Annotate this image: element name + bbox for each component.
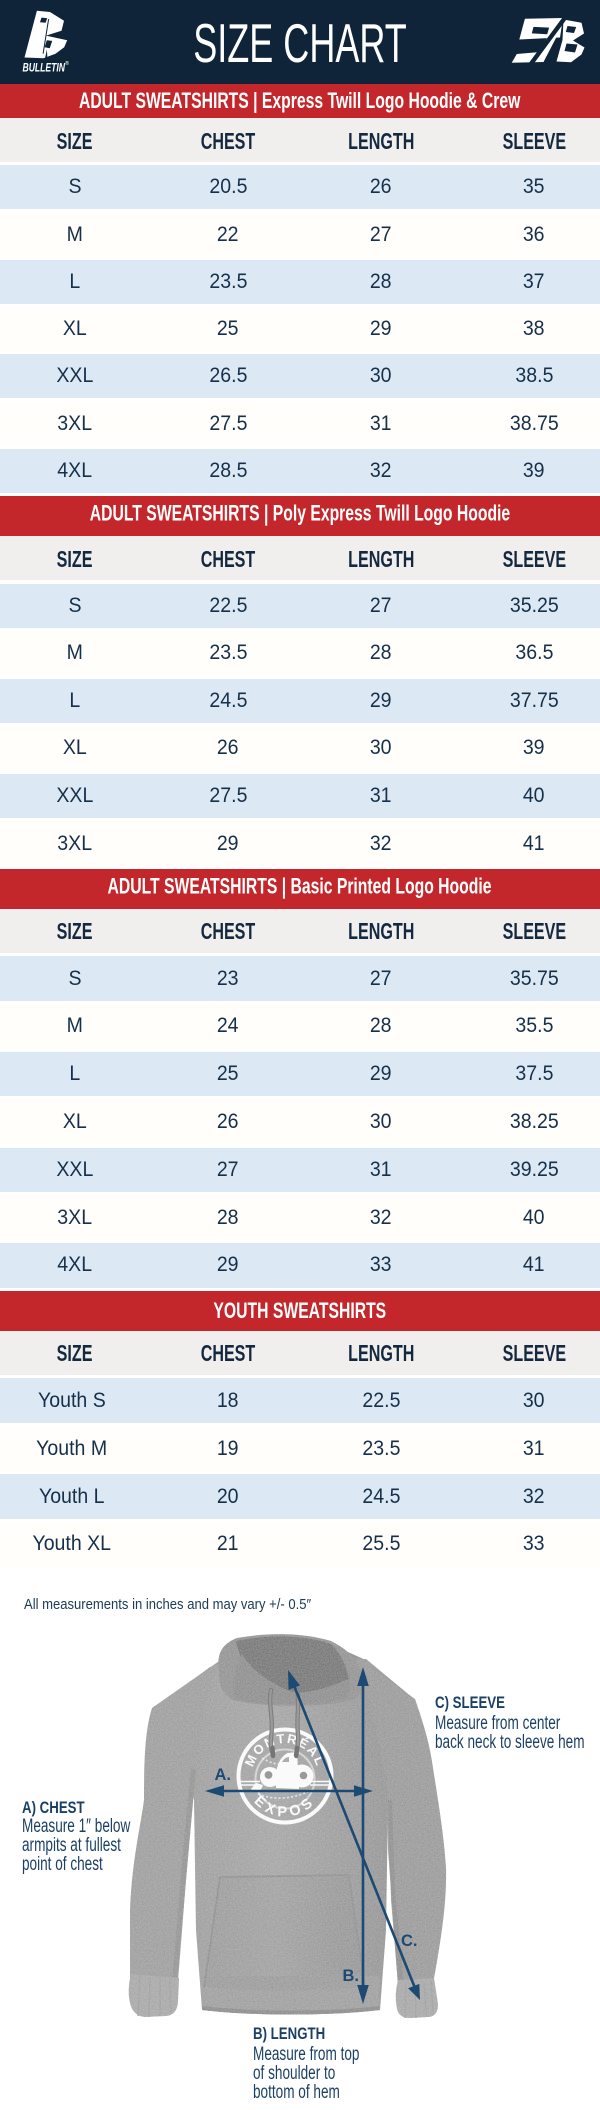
svg-text:A.: A. — [215, 1766, 232, 1784]
svg-text:B.: B. — [343, 1967, 360, 1985]
svg-text:BULLETIN: BULLETIN — [23, 63, 66, 75]
svg-text:C.: C. — [401, 1932, 418, 1950]
svg-text:®: ® — [65, 60, 69, 67]
